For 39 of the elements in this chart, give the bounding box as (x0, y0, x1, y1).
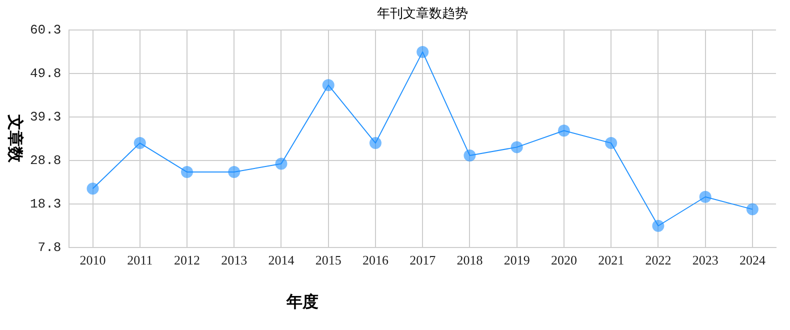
point (510, 141, 523, 154)
chart-title: 年刊文章数趋势 (377, 5, 468, 20)
y-tick-label: 39.3 (30, 109, 62, 124)
point (275, 158, 288, 170)
x-tick-label: 2013 (221, 252, 248, 268)
point (605, 137, 618, 150)
point (322, 79, 334, 92)
point (464, 149, 476, 162)
point (558, 124, 570, 137)
x-tick-label: 2012 (174, 252, 200, 268)
x-tick-label: 2017 (410, 252, 436, 268)
point (746, 203, 758, 216)
x-tick-label: 2010 (80, 252, 106, 268)
point (652, 220, 664, 232)
x-tick-label: 2019 (504, 252, 530, 268)
y-tick-label: 28.8 (30, 152, 62, 168)
x-tick-label: 2021 (598, 252, 624, 268)
x-tick-label: 2016 (362, 252, 389, 268)
x-axis-title: 年度 (285, 292, 318, 312)
x-tick-label: 2014 (268, 252, 295, 268)
x-tick-label: 2015 (315, 252, 342, 268)
x-tick-label: 2011 (127, 252, 153, 268)
x-tick-label: 2023 (692, 252, 718, 268)
x-tick-label: 2018 (456, 252, 483, 268)
point (134, 137, 146, 150)
x-tick-label: 2020 (550, 252, 577, 268)
point (369, 137, 382, 150)
x-tick-label: 2022 (645, 252, 672, 268)
point (416, 46, 429, 58)
y-tick-label: 7.8 (38, 240, 62, 255)
y-tick-label: 60.3 (30, 22, 62, 38)
point (699, 190, 712, 203)
point (181, 166, 194, 178)
y-tick-label: 49.8 (30, 66, 62, 81)
point (86, 182, 99, 195)
point (228, 166, 240, 178)
y-tick-label: 18.3 (30, 196, 62, 212)
y-axis-title: 文章数 (6, 114, 24, 164)
x-tick-label: 2024 (739, 252, 766, 268)
